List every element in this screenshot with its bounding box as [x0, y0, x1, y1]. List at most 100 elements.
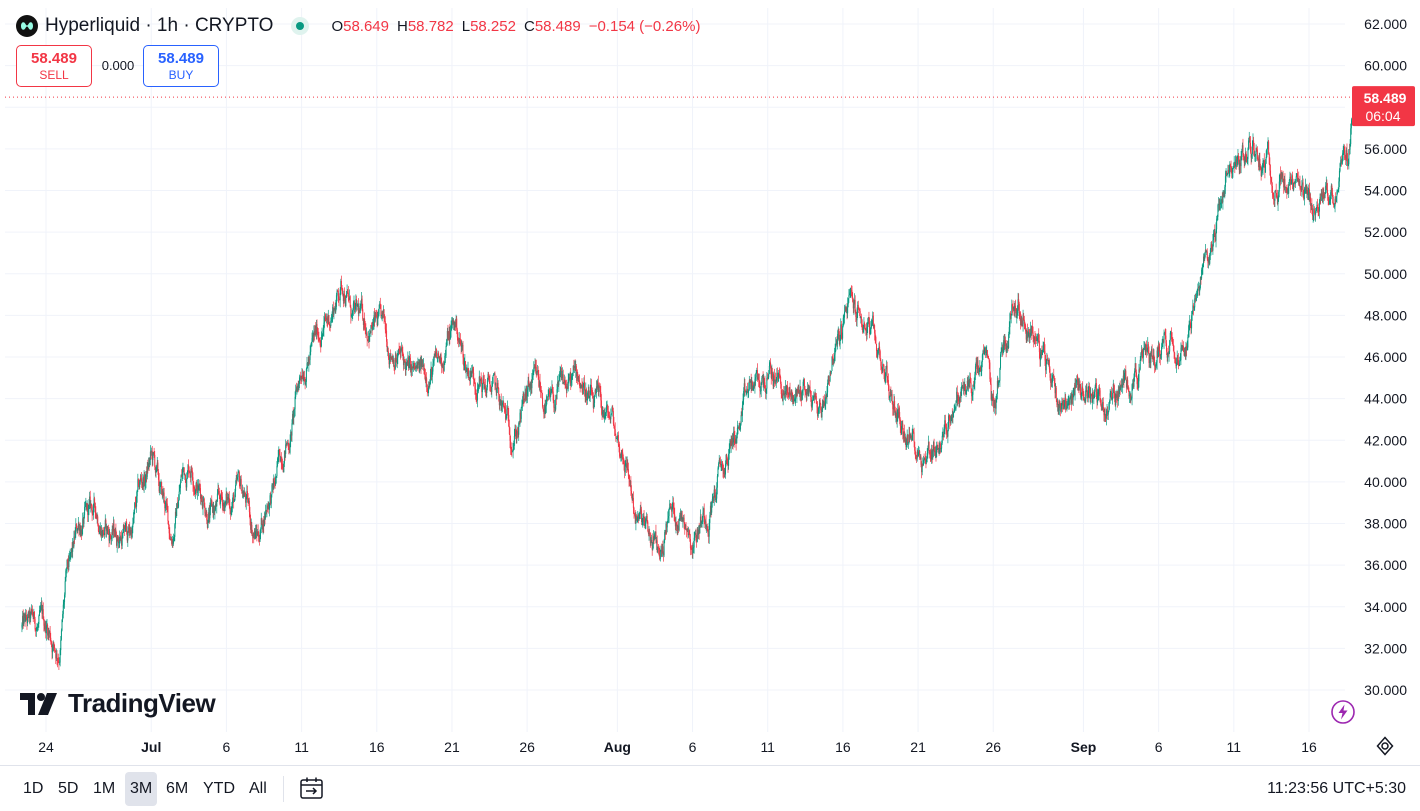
candle	[793, 394, 795, 402]
candle-body	[996, 394, 998, 397]
candle	[488, 375, 490, 384]
candle-body	[613, 423, 615, 429]
candle-body	[932, 450, 934, 458]
candle-body	[301, 375, 303, 380]
candle-body	[421, 360, 423, 367]
candle	[120, 535, 122, 544]
candle-body	[936, 445, 938, 458]
candle	[609, 411, 611, 420]
candle-body	[941, 443, 943, 449]
candle	[575, 360, 577, 378]
candle-body	[412, 363, 414, 369]
candle-body	[344, 300, 346, 306]
candle	[623, 458, 625, 471]
candle-body	[309, 351, 311, 360]
candle-body	[547, 394, 549, 401]
candle	[911, 435, 913, 442]
candle-body	[648, 532, 650, 535]
candle	[119, 531, 121, 541]
candle-body	[302, 378, 304, 380]
candle-body	[480, 378, 482, 383]
candle-body	[767, 377, 769, 379]
candle	[284, 450, 286, 461]
candle	[681, 510, 683, 522]
candle-body	[697, 529, 699, 535]
candle	[631, 485, 633, 499]
candle-body	[176, 503, 178, 517]
candle	[615, 433, 617, 442]
candle	[498, 393, 500, 410]
candle-body	[512, 449, 514, 452]
candle	[932, 449, 934, 460]
candle-body	[926, 453, 928, 459]
candle	[102, 529, 104, 538]
candle	[907, 434, 909, 446]
candle	[891, 389, 893, 405]
candle	[1023, 315, 1025, 330]
candle-body	[80, 529, 82, 535]
candle	[438, 356, 440, 362]
candle-body	[528, 383, 530, 386]
candle-body	[818, 399, 820, 408]
candle	[28, 609, 30, 622]
candle	[446, 338, 448, 347]
candle-body	[643, 516, 645, 523]
candle	[979, 365, 981, 372]
candle	[360, 303, 362, 311]
candle-body	[664, 531, 666, 534]
candle-body	[736, 434, 738, 444]
candle-body	[640, 508, 642, 511]
candle	[418, 359, 420, 373]
candle-body	[633, 507, 635, 514]
candle	[586, 392, 588, 401]
candle-body	[220, 494, 222, 496]
candle-body	[865, 328, 867, 330]
candle-body	[597, 382, 599, 388]
candle	[936, 441, 938, 458]
candle	[551, 380, 553, 393]
candle	[1002, 342, 1004, 356]
candle-body	[775, 379, 777, 384]
candle-body	[500, 399, 502, 403]
candle	[999, 367, 1001, 388]
candle-body	[156, 462, 158, 466]
candle	[997, 377, 999, 389]
candle-body	[916, 458, 918, 460]
candle	[122, 523, 124, 534]
candle-body	[748, 389, 750, 392]
candle-body	[1013, 308, 1015, 312]
candle-body	[1053, 378, 1055, 384]
candle	[1013, 306, 1015, 312]
candle-body	[797, 389, 799, 393]
candle	[452, 318, 454, 326]
candle-body	[389, 354, 391, 358]
candle	[870, 320, 872, 335]
candle	[659, 547, 661, 561]
candle	[123, 522, 125, 530]
candle	[813, 392, 815, 404]
candle-body	[596, 386, 598, 388]
candle-body	[459, 339, 461, 345]
candle-body	[638, 516, 640, 521]
candle-body	[736, 428, 738, 435]
candle-body	[421, 360, 423, 367]
candle-body	[832, 358, 834, 361]
candle-body	[231, 508, 233, 511]
candle-body	[286, 442, 288, 445]
candle-body	[81, 528, 83, 536]
candle-body	[859, 309, 861, 311]
candle	[440, 352, 442, 366]
candle	[163, 487, 165, 504]
candle-body	[557, 381, 559, 386]
candle	[449, 325, 451, 340]
candle	[711, 501, 713, 516]
candle	[525, 385, 527, 404]
candle-body	[808, 387, 810, 397]
candle	[926, 448, 928, 463]
candle	[616, 436, 618, 443]
candle-body	[572, 372, 574, 377]
candle	[334, 302, 336, 314]
candle-body	[305, 368, 307, 382]
candle	[137, 478, 139, 488]
